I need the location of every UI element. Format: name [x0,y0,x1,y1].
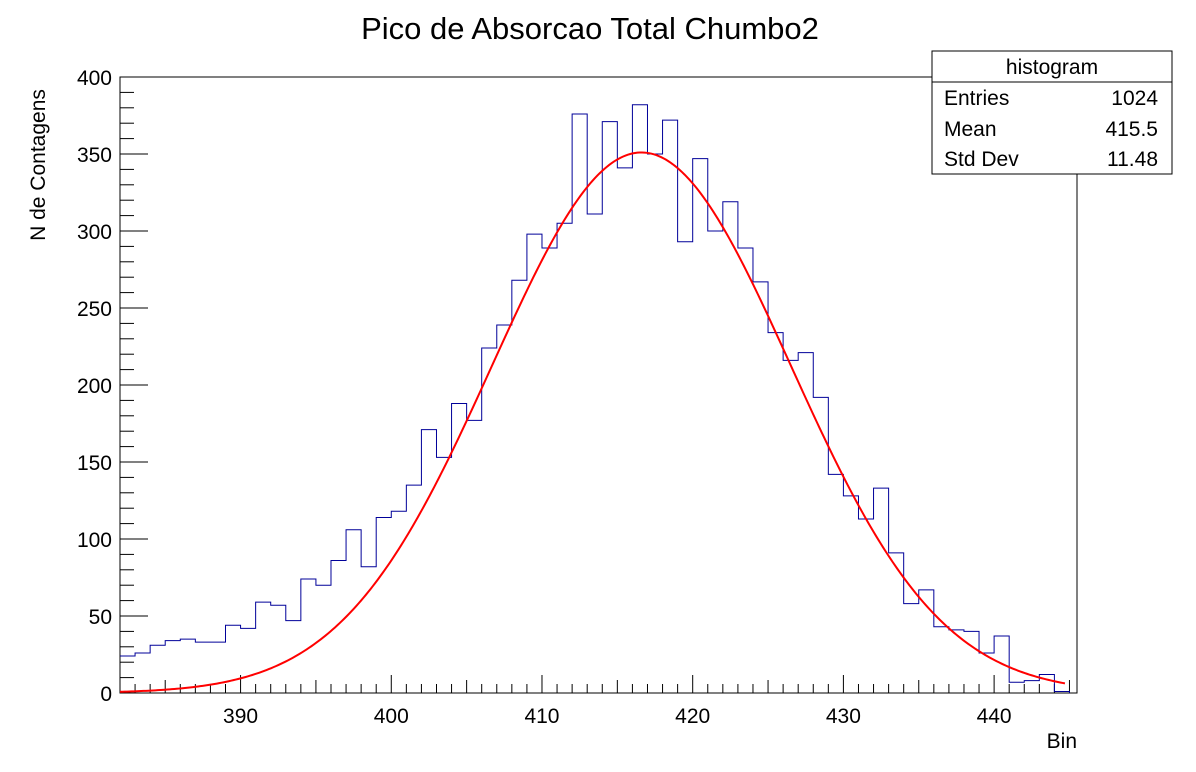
tick-labels: 390 400 410 420 430 440 0 50 100 150 200 250 300 350 4… [77,67,1012,728]
x-tick-label: 410 [524,705,559,728]
y-axis-label: N de Contagens [27,89,50,241]
stats-box-frame [931,50,1173,175]
x-axis-label: Bin [1047,730,1077,753]
y-tick-label: 200 [77,375,112,398]
y-tick-label: 0 [100,683,112,706]
x-tick-label: 430 [826,705,861,728]
y-tick-label: 100 [77,529,112,552]
y-tick-label: 400 [77,67,112,90]
stats-box: histogram Entries 1024 Mean 415.5 Std De… [931,50,1173,175]
y-tick-label: 250 [77,298,112,321]
x-tick-label: 390 [223,705,258,728]
x-tick-label: 420 [675,705,710,728]
y-tick-label: 150 [77,452,112,475]
y-tick-label: 50 [89,606,112,629]
histogram-bars [120,104,1070,693]
x-tick-label: 400 [374,705,409,728]
stats-box-title: histogram [1006,56,1098,79]
stats-mean-value: 415.5 [1105,118,1158,141]
stats-mean-label: Mean [944,118,997,141]
stats-stddev-value: 11.48 [1107,148,1158,171]
gaussian-fit-curve [119,151,1066,693]
stats-entries-label: Entries [944,87,1009,110]
stats-stddev-label: Std Dev [944,148,1019,171]
y-tick-label: 300 [77,221,112,244]
chart-title: Pico de Absorcao Total Chumbo2 [361,11,819,46]
stats-entries-value: 1024 [1111,87,1158,110]
x-tick-label: 440 [977,705,1012,728]
axis-ticks [119,76,1070,694]
y-tick-label: 350 [77,144,112,167]
